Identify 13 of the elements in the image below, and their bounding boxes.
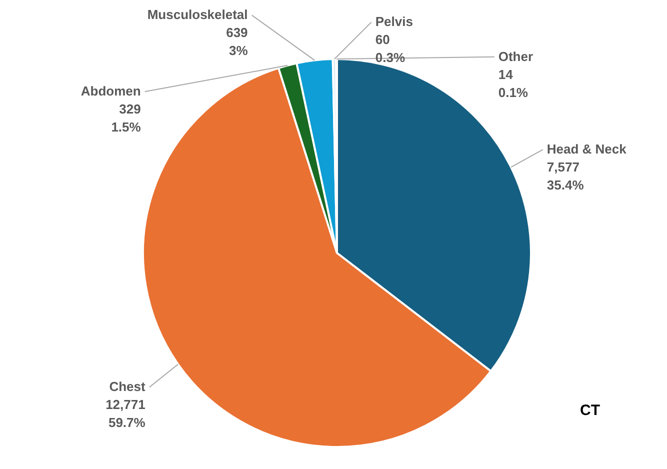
- slice-label: Head & Neck: [546, 142, 628, 157]
- text: CT: [580, 402, 600, 419]
- slice-label: Musculoskeletal: [147, 7, 248, 22]
- slice-label: Abdomen: [80, 84, 141, 99]
- slice-label: Pelvis: [375, 14, 413, 30]
- data-label: 7,577 35.4%: [546, 160, 584, 193]
- data-label: 14 0.1%: [498, 66, 528, 100]
- data-label: 60 0.3%: [375, 32, 406, 66]
- slice-label: Other: [498, 48, 534, 64]
- slice-label: Chest: [109, 379, 146, 394]
- data-label: 329 1.5%: [111, 102, 142, 135]
- data-label: 12,771 59.7%: [106, 397, 146, 430]
- data-label: 639 3%: [226, 25, 248, 58]
